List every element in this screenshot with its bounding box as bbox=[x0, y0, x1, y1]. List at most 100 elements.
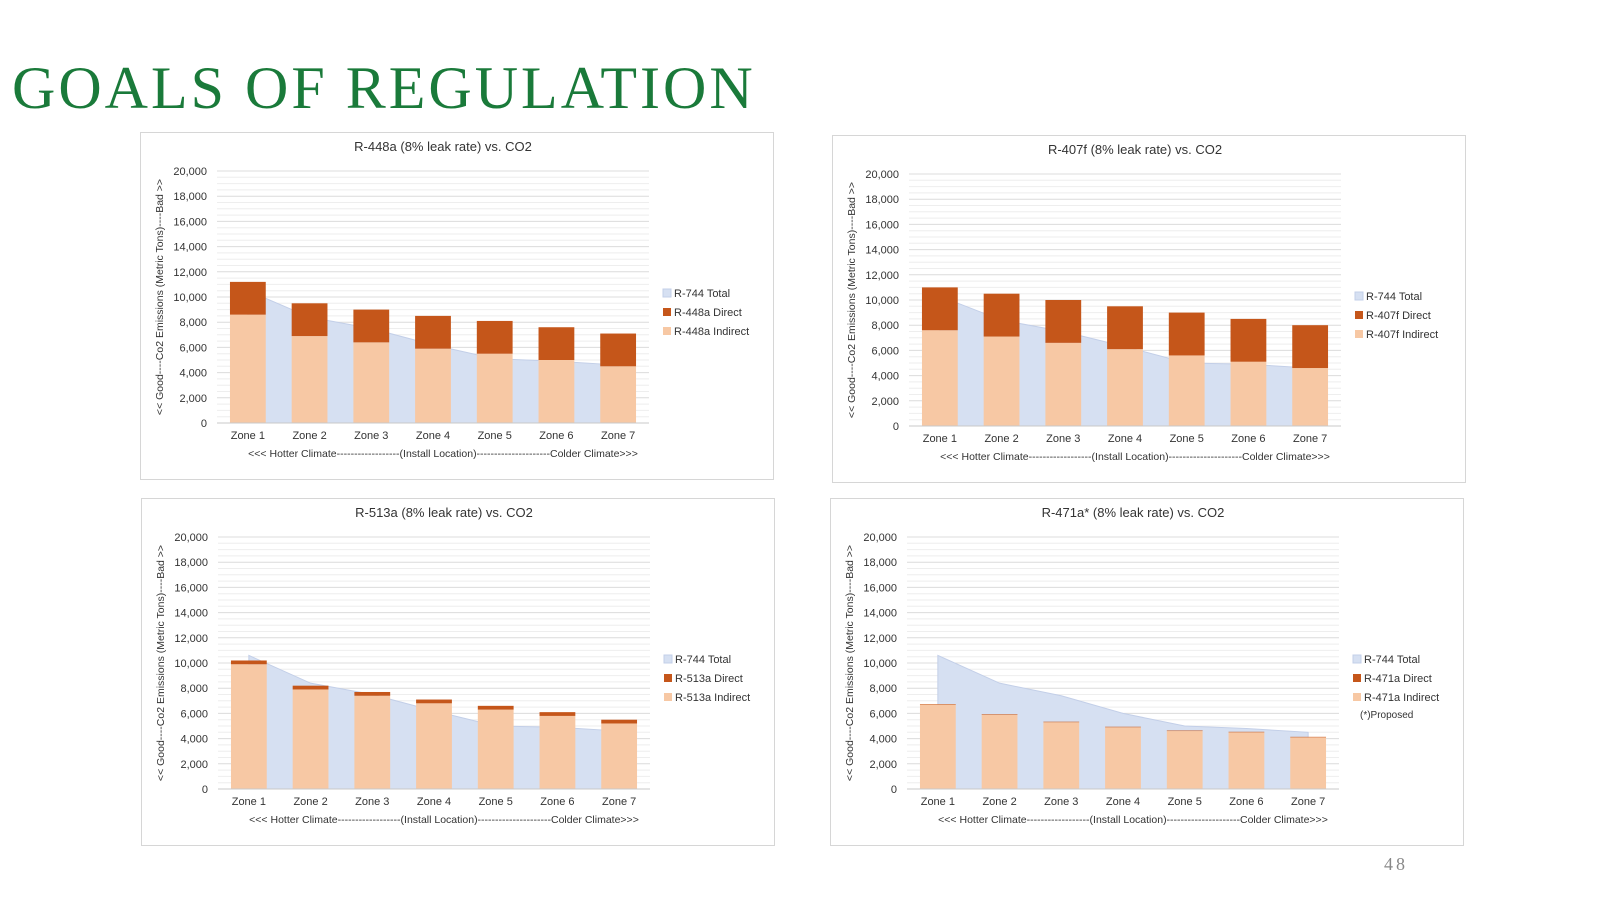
bar-direct bbox=[1043, 721, 1080, 723]
chart-title: R-407f (8% leak rate) vs. CO2 bbox=[1048, 142, 1222, 157]
bar-indirect bbox=[601, 723, 638, 789]
page-number: 48 bbox=[1384, 854, 1408, 874]
bar-indirect bbox=[415, 348, 451, 423]
x-tick-label: Zone 1 bbox=[232, 796, 266, 808]
x-tick-label: Zone 3 bbox=[1046, 433, 1080, 445]
y-tick-label: 6,000 bbox=[180, 708, 208, 720]
x-tick-label: Zone 1 bbox=[923, 433, 957, 445]
bar-indirect bbox=[1168, 355, 1205, 426]
bar-indirect bbox=[539, 715, 576, 789]
y-tick-label: 0 bbox=[202, 784, 208, 796]
slide-title: GOALS OF REGULATION bbox=[12, 55, 756, 121]
y-tick-label: 6,000 bbox=[871, 345, 899, 357]
y-tick-label: 8,000 bbox=[869, 683, 897, 695]
bar-direct bbox=[981, 714, 1018, 715]
bar-direct bbox=[230, 660, 267, 665]
x-tick-label: Zone 3 bbox=[355, 796, 389, 808]
bar-indirect bbox=[981, 714, 1018, 789]
bar-direct bbox=[601, 719, 638, 724]
x-tick-label: Zone 1 bbox=[231, 430, 265, 442]
x-tick-label: Zone 6 bbox=[1229, 796, 1263, 808]
y-tick-label: 10,000 bbox=[174, 658, 208, 670]
bar-direct bbox=[538, 327, 575, 360]
y-tick-label: 6,000 bbox=[869, 708, 897, 720]
y-tick-label: 18,000 bbox=[865, 194, 899, 206]
x-tick-label: Zone 7 bbox=[602, 796, 636, 808]
y-tick-label: 16,000 bbox=[174, 582, 208, 594]
y-tick-label: 16,000 bbox=[173, 216, 207, 228]
legend-label: R-471a Indirect bbox=[1364, 692, 1439, 704]
x-tick-label: Zone 5 bbox=[1170, 433, 1204, 445]
legend-swatch bbox=[1355, 311, 1363, 319]
legend-label: R-744 Total bbox=[675, 654, 731, 666]
bar-direct bbox=[291, 303, 328, 337]
y-axis-label: << Good----Co2 Emissions (Metric Tons)--… bbox=[844, 545, 856, 781]
legend-label: R-744 Total bbox=[674, 288, 730, 300]
bar-indirect bbox=[1290, 737, 1327, 789]
x-axis-label: <<< Hotter Climate------------------(Ins… bbox=[248, 448, 638, 460]
y-tick-label: 20,000 bbox=[863, 532, 897, 544]
y-tick-label: 10,000 bbox=[863, 658, 897, 670]
y-tick-label: 16,000 bbox=[865, 219, 899, 231]
chart-title: R-513a (8% leak rate) vs. CO2 bbox=[355, 505, 533, 520]
legend-label: R-513a Direct bbox=[675, 673, 743, 685]
bar-indirect bbox=[600, 366, 637, 423]
bar-direct bbox=[600, 333, 637, 367]
bar-indirect bbox=[354, 695, 391, 789]
bar-indirect bbox=[1107, 349, 1143, 426]
y-tick-label: 2,000 bbox=[871, 396, 899, 408]
legend-label: R-744 Total bbox=[1364, 654, 1420, 666]
y-tick-label: 14,000 bbox=[865, 245, 899, 257]
legend-label: R-407f Indirect bbox=[1366, 329, 1438, 341]
bar-indirect bbox=[983, 336, 1020, 426]
y-tick-label: 0 bbox=[891, 784, 897, 796]
legend-swatch bbox=[662, 288, 672, 298]
y-tick-label: 10,000 bbox=[865, 295, 899, 307]
bar-direct bbox=[354, 691, 391, 696]
x-tick-label: Zone 4 bbox=[416, 430, 450, 442]
bar-indirect bbox=[230, 664, 267, 789]
bar-direct bbox=[1107, 306, 1143, 350]
x-tick-label: Zone 7 bbox=[601, 430, 635, 442]
bar-indirect bbox=[291, 336, 328, 423]
x-tick-label: Zone 2 bbox=[293, 796, 327, 808]
bar-direct bbox=[539, 712, 576, 716]
y-tick-label: 18,000 bbox=[863, 557, 897, 569]
bar-direct bbox=[1230, 318, 1267, 362]
bar-direct bbox=[1168, 312, 1205, 356]
chart-panel-r448a: R-448a (8% leak rate) vs. CO2 0 2,000 4,000… bbox=[140, 132, 774, 480]
bar-direct bbox=[292, 685, 329, 690]
bar-indirect bbox=[921, 330, 958, 426]
y-tick-label: 4,000 bbox=[871, 371, 899, 383]
bar-indirect bbox=[476, 353, 513, 423]
bar-indirect bbox=[1105, 727, 1141, 789]
y-tick-label: 2,000 bbox=[180, 759, 208, 771]
y-tick-label: 4,000 bbox=[180, 734, 208, 746]
x-tick-label: Zone 2 bbox=[984, 433, 1018, 445]
legend-swatch bbox=[663, 654, 673, 664]
legend-swatch bbox=[1353, 693, 1361, 701]
bar-indirect bbox=[1228, 732, 1265, 789]
bar-direct bbox=[229, 281, 266, 315]
x-tick-label: Zone 6 bbox=[1231, 433, 1265, 445]
bar-indirect bbox=[919, 704, 956, 789]
legend-swatch bbox=[663, 327, 671, 335]
x-tick-label: Zone 6 bbox=[539, 430, 573, 442]
x-tick-label: Zone 7 bbox=[1293, 433, 1327, 445]
x-tick-label: Zone 2 bbox=[292, 430, 326, 442]
legend-swatch bbox=[1352, 654, 1362, 664]
bar-indirect bbox=[1043, 722, 1080, 789]
y-tick-label: 12,000 bbox=[174, 633, 208, 645]
x-axis-label: <<< Hotter Climate------------------(Ins… bbox=[249, 814, 639, 826]
legend-label: R-407f Direct bbox=[1366, 310, 1431, 322]
x-tick-label: Zone 7 bbox=[1291, 796, 1325, 808]
y-tick-label: 8,000 bbox=[180, 683, 208, 695]
x-tick-label: Zone 2 bbox=[982, 796, 1016, 808]
x-tick-label: Zone 3 bbox=[354, 430, 388, 442]
y-axis-label: << Good----Co2 Emissions (Metric Tons)--… bbox=[155, 545, 167, 781]
y-tick-label: 6,000 bbox=[179, 342, 207, 354]
legend-label: R-471a Direct bbox=[1364, 673, 1432, 685]
x-tick-label: Zone 5 bbox=[478, 430, 512, 442]
x-tick-label: Zone 4 bbox=[1108, 433, 1142, 445]
y-tick-label: 18,000 bbox=[174, 557, 208, 569]
